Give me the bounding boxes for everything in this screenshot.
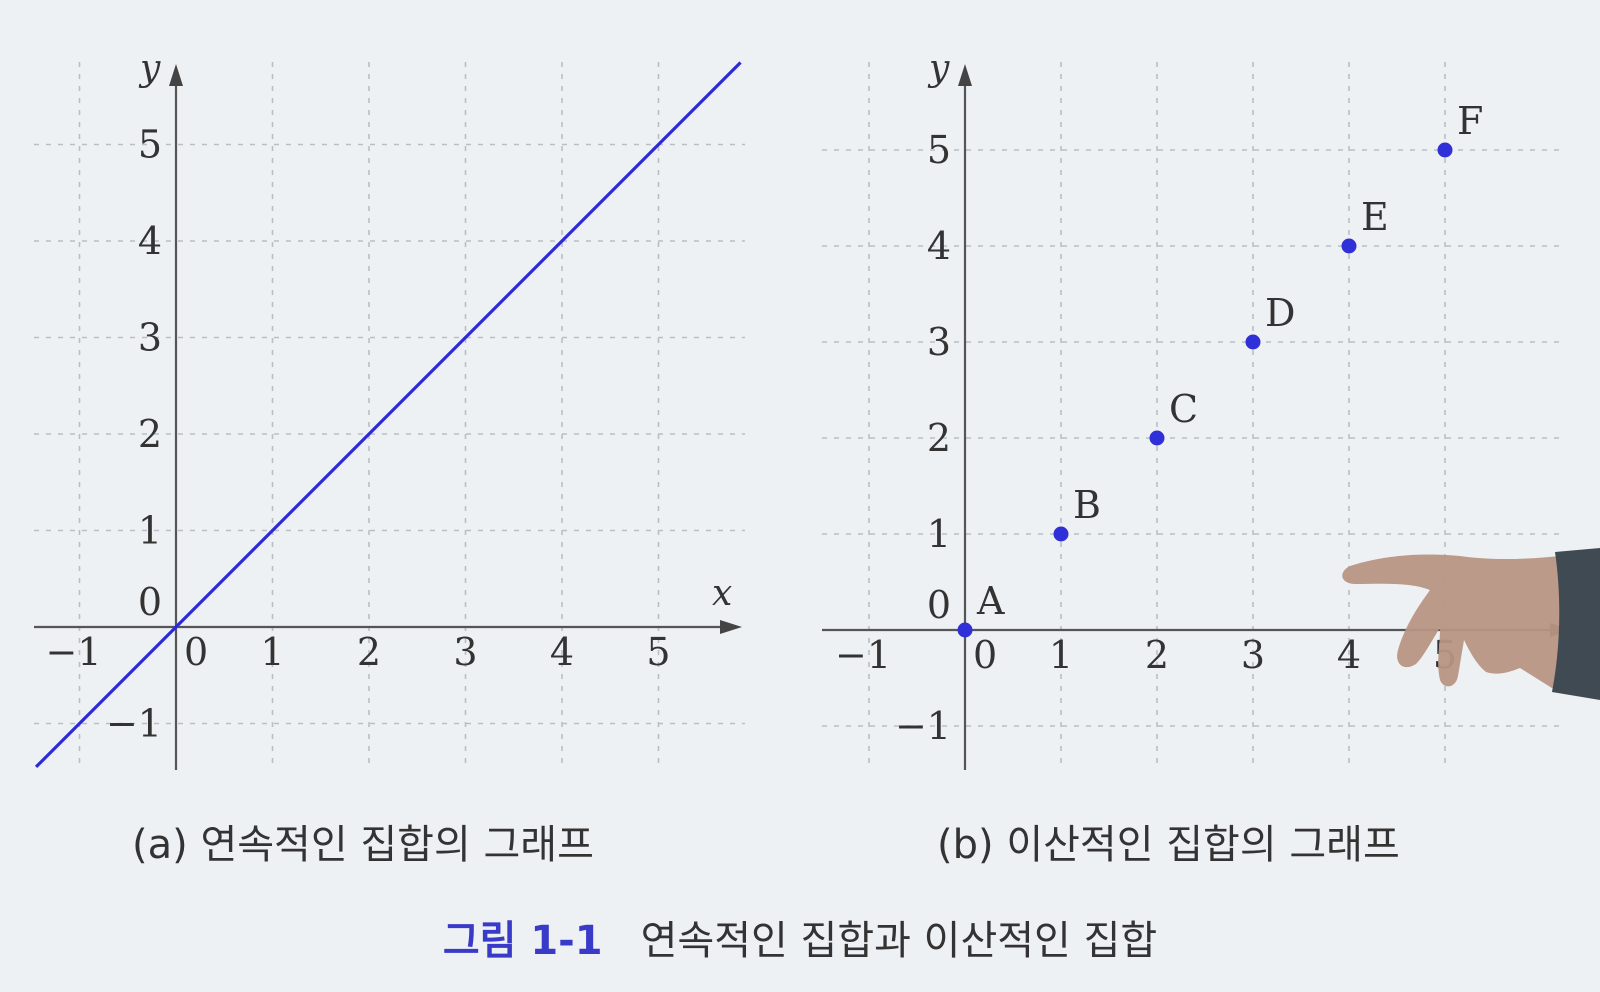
point-label: F bbox=[1457, 99, 1483, 143]
x-tick-label: 1 bbox=[1049, 633, 1073, 677]
y-tick-label: 4 bbox=[138, 219, 162, 263]
y-tick-label: 3 bbox=[927, 320, 951, 364]
y-tick-label: −1 bbox=[895, 704, 951, 748]
series-line bbox=[34, 61, 742, 769]
y-tick-label: 0 bbox=[138, 580, 162, 624]
x-tick-label: 0 bbox=[184, 630, 208, 674]
x-tick-label: 3 bbox=[1241, 633, 1265, 677]
caption-a: (a) 연속적인 집합의 그래프 bbox=[132, 822, 594, 868]
y-axis-label: y bbox=[927, 48, 950, 89]
x-tick-label: 2 bbox=[1145, 633, 1169, 677]
data-point bbox=[1437, 142, 1453, 158]
x-tick-label: 2 bbox=[357, 630, 381, 674]
x-tick-label: 4 bbox=[550, 630, 574, 674]
x-tick-label: 1 bbox=[260, 630, 284, 674]
data-point bbox=[1341, 238, 1357, 254]
point-label: C bbox=[1169, 387, 1198, 431]
data-point bbox=[957, 622, 973, 638]
y-tick-label: −1 bbox=[106, 702, 162, 746]
x-tick-label: 4 bbox=[1337, 633, 1361, 677]
continuous-graph: y x −1 0 1 2 3 4 5 −1 0 1 2 3 4 5 bbox=[34, 48, 745, 770]
figure-caption: 그림 1-1 연속적인 집합과 이산적인 집합 bbox=[0, 908, 1600, 966]
y-axis-arrow bbox=[169, 64, 183, 86]
y-tick-label: 1 bbox=[927, 512, 951, 556]
figure-title: 연속적인 집합과 이산적인 집합 bbox=[640, 918, 1158, 964]
y-tick-label: 2 bbox=[927, 416, 951, 460]
y-tick-label: 3 bbox=[138, 316, 162, 360]
data-point bbox=[1053, 526, 1069, 542]
y-axis-label: y bbox=[138, 48, 161, 89]
y-tick-label: 5 bbox=[927, 128, 951, 172]
x-tick-label: −1 bbox=[45, 630, 101, 674]
y-tick-label: 5 bbox=[138, 123, 162, 167]
x-tick-label: 0 bbox=[973, 633, 997, 677]
point-label: D bbox=[1265, 291, 1295, 335]
figure-number: 그림 1-1 bbox=[442, 918, 603, 964]
point-label: E bbox=[1361, 195, 1389, 239]
point-label: B bbox=[1073, 483, 1101, 527]
point-label: A bbox=[976, 579, 1005, 623]
x-tick-label: 5 bbox=[646, 630, 670, 674]
x-axis-arrow bbox=[720, 620, 742, 634]
caption-b: (b) 이산적인 집합의 그래프 bbox=[937, 822, 1400, 868]
y-tick-label: 1 bbox=[138, 509, 162, 553]
data-point bbox=[1245, 334, 1261, 350]
data-point bbox=[1149, 430, 1165, 446]
y-axis-arrow bbox=[958, 64, 972, 86]
y-tick-label: 2 bbox=[138, 412, 162, 456]
y-tick-label: 4 bbox=[927, 224, 951, 268]
x-tick-label: −1 bbox=[835, 633, 891, 677]
y-tick-label: 0 bbox=[927, 583, 951, 627]
x-axis-label: x bbox=[712, 573, 732, 614]
x-tick-label: 3 bbox=[453, 630, 477, 674]
